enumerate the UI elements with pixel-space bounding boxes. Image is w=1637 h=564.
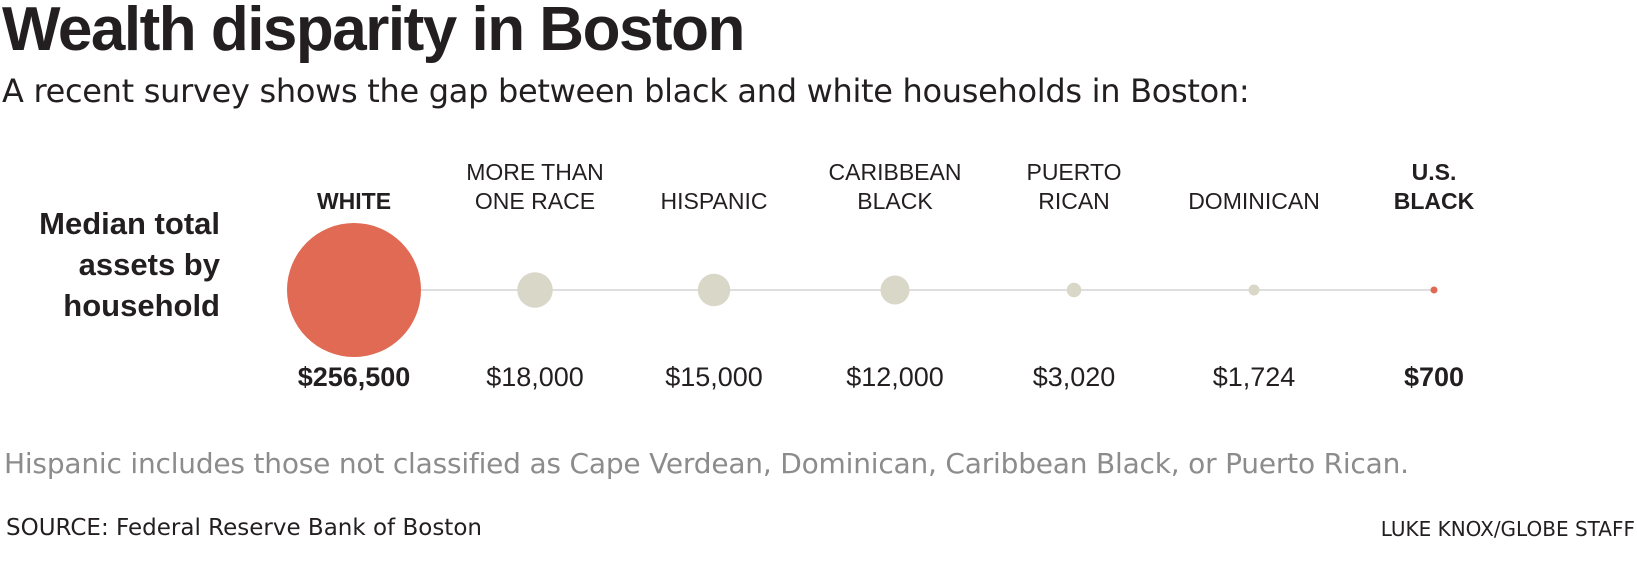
measure-label: Median total assets by household — [39, 206, 220, 323]
category-label-caribbean-black-line-2: BLACK — [857, 188, 933, 214]
category-label-more-than-one-race-line-1: MORE THAN — [466, 159, 604, 185]
category-label-puerto-rican-line-1: PUERTO — [1026, 159, 1121, 185]
chart-title: Wealth disparity in Boston — [2, 0, 745, 64]
chart-subtitle: A recent survey shows the gap between bl… — [2, 72, 1250, 110]
bubble-caribbean-black — [880, 275, 910, 305]
category-label-caribbean-black-line-1: CARIBBEAN — [829, 159, 962, 185]
value-label-u-s-black: $700 — [1404, 362, 1464, 392]
value-label-group: $256,500 $18,000 $15,000 $12,000 $3,020 $1,72… — [298, 362, 1464, 392]
bubble-hispanic — [697, 273, 731, 307]
category-label-dominican: DOMINICAN — [1188, 188, 1320, 214]
category-label-white: WHITE — [317, 188, 391, 214]
source-line: SOURCE: Federal Reserve Bank of Boston — [6, 515, 482, 541]
footnote: Hispanic includes those not classified a… — [4, 447, 1409, 480]
bubble-u-s-black — [1430, 286, 1438, 294]
bubble-dominican — [1248, 284, 1260, 296]
category-label-more-than-one-race-line-2: ONE RACE — [475, 188, 595, 214]
credit-line: LUKE KNOX/GLOBE STAFF — [1380, 517, 1635, 541]
value-label-caribbean-black: $12,000 — [846, 362, 944, 392]
value-label-white: $256,500 — [298, 362, 411, 392]
bubble-group — [287, 223, 1438, 357]
category-label-u-s-black-line-2: BLACK — [1394, 188, 1475, 214]
category-label-hispanic: HISPANIC — [661, 188, 768, 214]
category-label-group: WHITE MORE THAN ONE RACE HISPANIC CARIBBEAN B… — [317, 159, 1475, 214]
bubble-chart: WHITE MORE THAN ONE RACE HISPANIC CARIBBEAN B… — [287, 159, 1475, 392]
bubble-more-than-one-race — [517, 272, 553, 308]
value-label-more-than-one-race: $18,000 — [486, 362, 584, 392]
bubble-puerto-rican — [1066, 282, 1082, 298]
bubble-white — [287, 223, 421, 357]
value-label-dominican: $1,724 — [1213, 362, 1296, 392]
category-label-puerto-rican-line-2: RICAN — [1038, 188, 1110, 214]
value-label-hispanic: $15,000 — [665, 362, 763, 392]
category-label-u-s-black-line-1: U.S. — [1412, 159, 1457, 185]
value-label-puerto-rican: $3,020 — [1033, 362, 1116, 392]
